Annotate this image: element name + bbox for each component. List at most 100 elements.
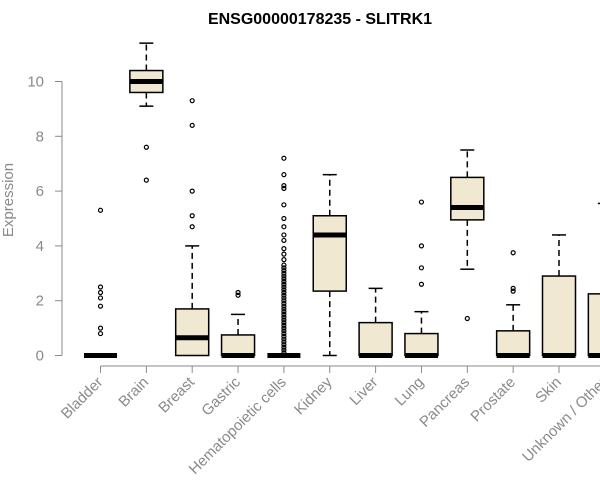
outlier-point <box>281 350 287 356</box>
outlier-point <box>281 336 287 342</box>
x-tick-label: Bladder <box>58 374 107 423</box>
box-group <box>84 207 117 358</box>
y-tick-label: 6 <box>36 183 44 200</box>
outlier-point <box>281 262 287 268</box>
outlier-point <box>281 273 287 279</box>
x-tick-label: Prostate <box>467 374 519 426</box>
outlier-point <box>418 243 425 249</box>
box-group <box>312 173 347 357</box>
box <box>312 215 347 292</box>
outlier-point <box>281 265 287 271</box>
outlier-point <box>281 328 287 334</box>
outlier-point <box>97 207 104 213</box>
outlier-point <box>281 284 287 290</box>
box <box>358 321 393 357</box>
outlier-point <box>281 172 287 178</box>
box <box>404 332 439 357</box>
outlier-point <box>281 320 287 326</box>
box <box>450 176 485 221</box>
x-tick-label: Liver <box>346 374 381 409</box>
y-axis-label: Expression <box>0 163 17 237</box>
outlier-point <box>281 287 287 293</box>
outlier-point <box>97 295 104 301</box>
outlier-point <box>281 292 287 298</box>
outlier-point <box>281 237 287 244</box>
outlier-point <box>281 317 287 323</box>
outlier-point <box>235 289 241 296</box>
outlier-point <box>281 325 287 331</box>
outlier-point <box>281 322 287 328</box>
outlier-point <box>97 330 104 337</box>
outlier-point <box>281 330 287 337</box>
outlier-point <box>97 284 104 290</box>
x-tick-label: Lung <box>392 374 428 410</box>
outlier-point <box>189 224 195 230</box>
outlier-point <box>281 246 287 252</box>
outlier-point <box>281 215 287 222</box>
outlier-point <box>281 257 287 263</box>
outlier-point <box>281 306 287 312</box>
y-axis: 0 2 4 6 8 10 <box>27 74 63 365</box>
outlier-point <box>281 276 287 282</box>
x-tick-label: Brain <box>115 374 152 411</box>
box <box>495 330 531 357</box>
outlier-point <box>281 309 287 315</box>
outlier-point <box>418 281 425 287</box>
outlier-point <box>281 270 287 276</box>
outlier-point <box>418 265 425 271</box>
x-tick-label: Kidney <box>291 373 336 418</box>
outlier-point <box>281 341 287 348</box>
outlier-point <box>281 267 287 274</box>
box-group <box>174 98 210 357</box>
y-tick-label: 2 <box>36 293 44 310</box>
box <box>541 275 577 357</box>
outlier-point <box>281 333 287 339</box>
outlier-point <box>281 300 287 307</box>
outlier-point <box>189 213 195 219</box>
outlier-point <box>281 185 287 191</box>
outlier-point <box>97 303 104 309</box>
box <box>220 334 256 357</box>
outlier-point <box>281 289 287 296</box>
box-group <box>495 250 531 358</box>
y-tick-label: 8 <box>36 128 44 145</box>
outlier-point <box>418 199 425 205</box>
outlier-point <box>143 144 149 150</box>
outlier-point <box>281 202 287 208</box>
outlier-point <box>281 155 287 161</box>
outlier-point <box>281 183 287 189</box>
outlier-point <box>281 278 287 285</box>
outlier-point <box>510 250 516 256</box>
outlier-point <box>281 311 287 317</box>
y-tick-label: 4 <box>36 238 44 255</box>
outlier-point <box>281 303 287 309</box>
outlier-point <box>143 177 149 183</box>
box <box>174 308 210 357</box>
outlier-point <box>235 292 241 298</box>
chart-title: ENSG00000178235 - SLITRK1 <box>208 11 432 28</box>
box-group <box>404 199 439 358</box>
box-group <box>358 287 393 358</box>
outlier-point <box>97 325 104 331</box>
x-tick-label: Skin <box>532 374 565 407</box>
outlier-point <box>281 295 287 301</box>
outlier-point <box>510 288 516 294</box>
box-group <box>220 289 256 358</box>
boxes <box>84 42 600 358</box>
box-group <box>587 202 600 358</box>
outlier-point <box>510 285 516 291</box>
y-tick-label: 10 <box>27 74 44 91</box>
outlier-point <box>281 347 287 353</box>
y-tick-label: 0 <box>36 348 44 365</box>
outlier-point <box>97 289 104 296</box>
outlier-point <box>281 344 287 350</box>
outlier-point <box>281 251 287 257</box>
x-tick-label: Breast <box>155 373 198 416</box>
box-group <box>541 234 577 358</box>
outlier-point <box>281 232 287 238</box>
outlier-point <box>281 298 287 304</box>
x-tick-label: Pancreas <box>416 374 473 431</box>
outlier-point <box>189 122 195 128</box>
box-group <box>450 149 485 322</box>
